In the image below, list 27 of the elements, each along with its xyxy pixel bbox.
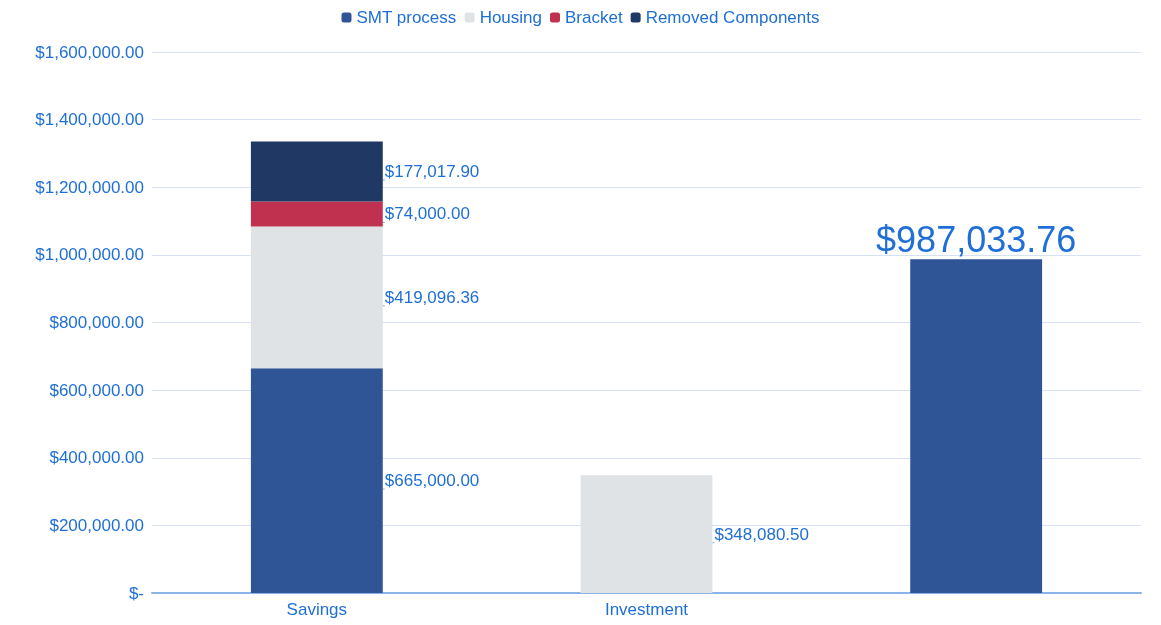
bar xyxy=(910,259,1043,593)
legend-label: Bracket xyxy=(565,8,623,27)
legend-label: SMT process xyxy=(356,8,457,27)
data-label: $665,000.00 xyxy=(384,471,480,491)
data-label: $419,096.36 xyxy=(384,287,480,307)
data-label: $987,033.76 xyxy=(876,218,1077,260)
bar xyxy=(580,475,713,593)
legend-label: Removed Components xyxy=(645,8,820,27)
bar xyxy=(250,226,383,369)
y-tick-label: $200,000.00 xyxy=(49,515,144,535)
y-tick-label: $1,000,000.00 xyxy=(35,245,144,265)
y-tick-label: $- xyxy=(128,583,144,603)
x-tick-label: Investment xyxy=(604,600,689,619)
y-tick-label: $400,000.00 xyxy=(49,448,144,468)
data-label: $177,017.90 xyxy=(384,161,480,181)
y-tick-label: $800,000.00 xyxy=(49,313,144,332)
y-tick-label: $600,000.00 xyxy=(49,380,144,400)
bar xyxy=(250,201,383,227)
data-label: $348,080.50 xyxy=(714,524,809,544)
y-tick-label: $1,400,000.00 xyxy=(35,110,144,130)
y-tick-label: $1,200,000.00 xyxy=(35,177,144,197)
bar xyxy=(250,368,383,593)
y-tick-label: $1,600,000.00 xyxy=(35,42,144,62)
bar xyxy=(250,141,383,202)
legend-label: Housing xyxy=(479,8,542,27)
data-label: $74,000.00 xyxy=(384,204,470,224)
x-tick-label: Savings xyxy=(286,600,348,619)
